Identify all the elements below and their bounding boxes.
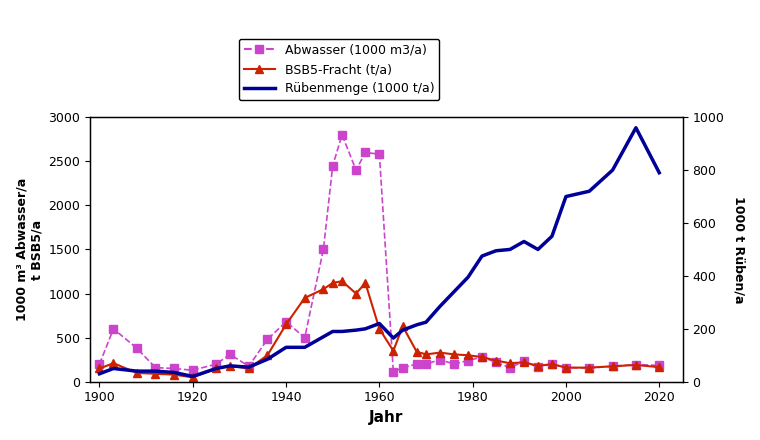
Y-axis label: 1000 t Rüben/a: 1000 t Rüben/a — [732, 196, 745, 303]
Legend: Abwasser (1000 m3/a), BSB5-Fracht (t/a), Rübenmenge (1000 t/a): Abwasser (1000 m3/a), BSB5-Fracht (t/a),… — [239, 39, 439, 100]
X-axis label: Jahr: Jahr — [369, 410, 404, 425]
Y-axis label: 1000 m³ Abwasser/a
t BSB5/a: 1000 m³ Abwasser/a t BSB5/a — [15, 178, 43, 321]
